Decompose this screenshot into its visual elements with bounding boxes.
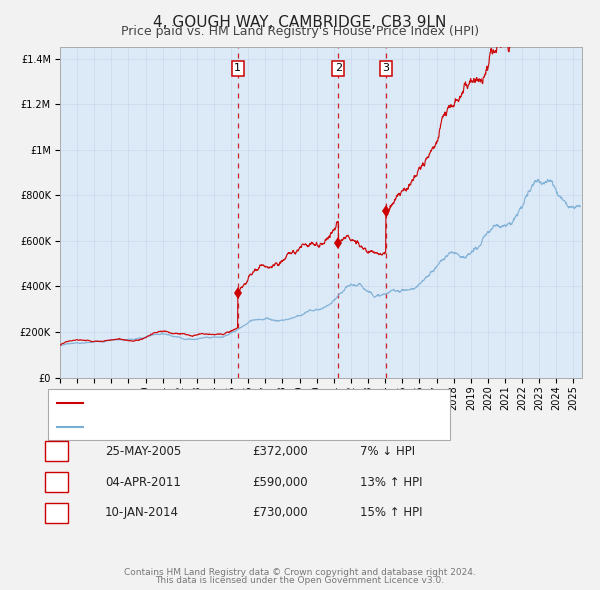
Text: £372,000: £372,000 [252, 445, 308, 458]
Text: Price paid vs. HM Land Registry's House Price Index (HPI): Price paid vs. HM Land Registry's House … [121, 25, 479, 38]
Text: 13% ↑ HPI: 13% ↑ HPI [360, 476, 422, 489]
Text: Contains HM Land Registry data © Crown copyright and database right 2024.: Contains HM Land Registry data © Crown c… [124, 568, 476, 577]
Text: 1: 1 [53, 445, 60, 458]
Text: 2: 2 [53, 476, 60, 489]
Text: £730,000: £730,000 [252, 506, 308, 519]
Text: 3: 3 [53, 506, 60, 519]
Text: 4, GOUGH WAY, CAMBRIDGE, CB3 9LN: 4, GOUGH WAY, CAMBRIDGE, CB3 9LN [154, 15, 446, 30]
Text: 04-APR-2011: 04-APR-2011 [105, 476, 181, 489]
Text: 10-JAN-2014: 10-JAN-2014 [105, 506, 179, 519]
Text: £590,000: £590,000 [252, 476, 308, 489]
Text: HPI: Average price, detached house, Cambridge: HPI: Average price, detached house, Camb… [87, 422, 355, 432]
Text: 1: 1 [235, 63, 241, 73]
Text: 15% ↑ HPI: 15% ↑ HPI [360, 506, 422, 519]
Text: 4, GOUGH WAY, CAMBRIDGE, CB3 9LN (detached house): 4, GOUGH WAY, CAMBRIDGE, CB3 9LN (detach… [87, 398, 402, 408]
Text: 2: 2 [335, 63, 342, 73]
Text: 25-MAY-2005: 25-MAY-2005 [105, 445, 181, 458]
Text: This data is licensed under the Open Government Licence v3.0.: This data is licensed under the Open Gov… [155, 576, 445, 585]
Text: 7% ↓ HPI: 7% ↓ HPI [360, 445, 415, 458]
Text: 3: 3 [382, 63, 389, 73]
